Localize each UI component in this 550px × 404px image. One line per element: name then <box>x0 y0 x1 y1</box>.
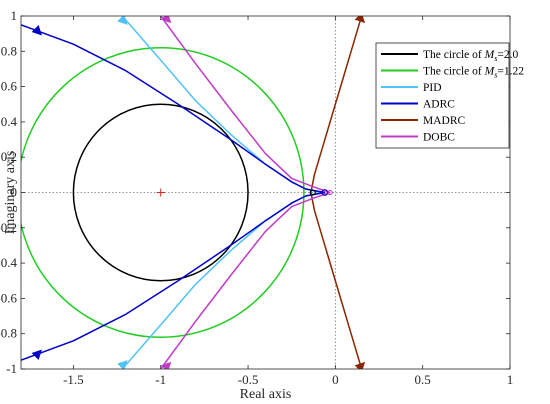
legend-entry-5-text: DOBC <box>423 132 455 144</box>
legend-entry-3: ADRC <box>423 99 455 111</box>
legend-entry-4-text: MADRC <box>423 115 466 127</box>
x-tick-label-5: 1 <box>507 372 514 387</box>
x-tick-label-2: -0.5 <box>238 372 259 387</box>
y-tick-label-9: 0.8 <box>1 43 17 58</box>
y-tick-label-2: -0.6 <box>0 290 17 305</box>
legend-entry-1-text: The circle of <box>423 66 485 78</box>
origin-loop-0 <box>309 189 316 196</box>
origin-loop-2 <box>327 189 333 196</box>
curve-series-3-arrow-0-0 <box>31 25 43 36</box>
legend-entry-1: The circle of Ms=1.22 <box>423 66 524 80</box>
legend-entry-1-var: M <box>484 66 496 78</box>
curve-series-3-upper <box>21 24 326 194</box>
y-tick-label-5: 0 <box>11 185 18 200</box>
legend-box <box>375 42 510 149</box>
locus-curve-layer <box>21 16 366 369</box>
curve-series-5-lower <box>160 191 331 369</box>
y-tick-label-0: -1 <box>6 361 17 376</box>
x-tick-label-0: -1.5 <box>63 372 84 387</box>
legend-entry-0-var: M <box>484 49 496 61</box>
curve-series-3-lower <box>21 191 326 361</box>
legend-entry-3-text: ADRC <box>423 99 455 111</box>
x-tick-label-3: 0 <box>332 372 339 387</box>
y-tick-label-4: -0.2 <box>0 220 17 235</box>
circle-series-1 <box>21 47 305 338</box>
legend-entry-2: PID <box>423 82 442 94</box>
legend-entry-4: MADRC <box>423 115 466 127</box>
legend-entry-0-sub: s <box>494 54 497 63</box>
y-tick-label-6: 0.2 <box>1 149 17 164</box>
circle-layer <box>21 47 305 338</box>
y-tick-label-3: -0.4 <box>0 255 17 270</box>
curve-series-4-lower <box>310 192 363 369</box>
legend-entry-0-suffix: =2.0 <box>497 49 518 61</box>
y-tick-label-1: -0.8 <box>0 326 17 341</box>
y-tick-label-10: 1 <box>11 8 18 23</box>
legend-entry-2-text: PID <box>423 82 442 94</box>
x-axis-label: Real axis <box>240 387 292 402</box>
legend-entry-5: DOBC <box>423 132 455 144</box>
curve-series-3-arrow-0-1 <box>31 349 43 360</box>
critical-point-marker <box>156 188 165 197</box>
reference-line-layer <box>21 16 510 369</box>
legend-entry-0-text: The circle of <box>423 49 485 61</box>
x-tick-label-1: -1 <box>155 372 166 387</box>
x-tick-label-4: 0.5 <box>415 372 431 387</box>
curve-series-2-arrow-0-0 <box>117 16 128 25</box>
y-axis-label: Imaginary axis <box>3 151 18 235</box>
legend-entry-1-sub: s <box>494 71 497 80</box>
y-tick-label-8: 0.6 <box>1 79 18 94</box>
legend-entry-1-suffix: =1.22 <box>497 66 524 78</box>
tick-layer: -1.5 -1 -0.5 0 0.5 1 -1 -0.8 -0.6 -0.4 -0.2 0 0.2 0.4… <box>0 8 513 387</box>
y-tick-label-7: 0.4 <box>1 114 18 129</box>
circle-series-0 <box>72 103 249 282</box>
curve-series-2-arrow-0-1 <box>117 360 128 369</box>
curve-series-5-upper <box>160 16 331 194</box>
legend-entry-0: The circle of Ms=2.0 <box>423 49 518 63</box>
curve-series-4-upper <box>310 16 363 193</box>
